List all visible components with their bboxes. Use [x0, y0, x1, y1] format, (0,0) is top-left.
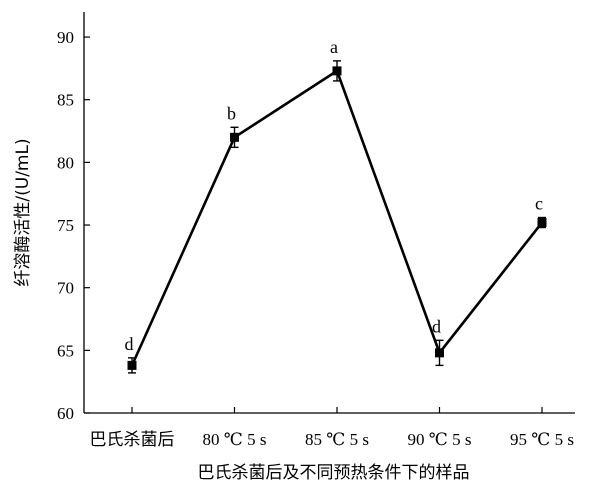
significance-label: a — [330, 37, 338, 57]
data-point: d — [432, 316, 444, 367]
y-tick-label: 80 — [57, 153, 74, 172]
data-point: b — [227, 103, 239, 149]
significance-label: d — [125, 334, 134, 354]
point-marker — [537, 218, 547, 228]
y-ticks: 60 65 70 75 80 85 90 — [57, 28, 90, 423]
significance-label: d — [432, 316, 441, 336]
y-tick-label: 90 — [57, 28, 74, 47]
point-marker — [435, 348, 444, 358]
x-tick-label: 巴氏杀菌后 — [90, 430, 175, 449]
y-tick-label: 60 — [57, 404, 74, 423]
x-ticks: 巴氏杀菌后 80 ℃ 5 s 85 ℃ 5 s 90 ℃ 5 s 95 ℃ 5 s — [90, 407, 574, 449]
x-tick-label: 80 ℃ 5 s — [203, 430, 267, 449]
y-tick-label: 70 — [57, 279, 74, 298]
data-point: d — [125, 334, 137, 374]
point-marker — [332, 66, 342, 76]
series-line — [130, 68, 544, 366]
x-tick-label: 85 ℃ 5 s — [305, 430, 369, 449]
x-tick-label: 90 ℃ 5 s — [408, 430, 472, 449]
x-axis-title: 巴氏杀菌后及不同预热条件下的样品 — [198, 463, 470, 483]
series: d b a d c — [125, 37, 547, 374]
significance-label: c — [535, 194, 543, 214]
data-point: a — [330, 37, 342, 82]
point-marker — [127, 360, 137, 370]
y-tick-label: 85 — [57, 91, 74, 110]
data-point: c — [535, 194, 547, 229]
x-tick-label: 95 ℃ 5 s — [510, 430, 574, 449]
y-tick-label: 75 — [57, 216, 74, 235]
y-tick-label: 65 — [57, 341, 74, 360]
significance-label: b — [227, 103, 236, 123]
y-axis-title: 纤溶酶活性/(U/mL) — [13, 138, 33, 286]
point-marker — [230, 132, 239, 142]
